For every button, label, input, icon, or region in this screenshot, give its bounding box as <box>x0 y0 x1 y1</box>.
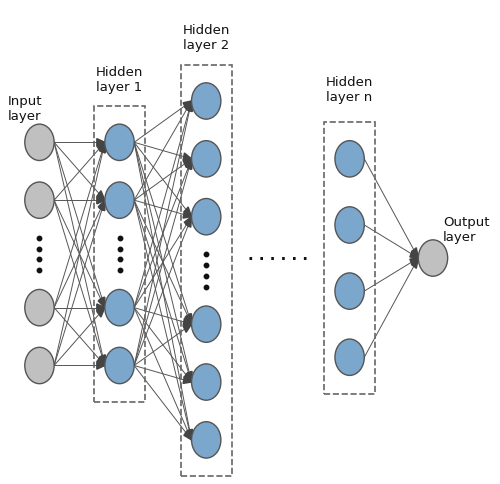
Polygon shape <box>183 318 192 326</box>
Polygon shape <box>97 197 105 204</box>
Circle shape <box>192 422 221 458</box>
Polygon shape <box>410 258 418 266</box>
Circle shape <box>25 125 54 161</box>
Polygon shape <box>183 153 192 161</box>
Circle shape <box>25 348 54 384</box>
Polygon shape <box>97 143 105 152</box>
Text: · · · · · ·: · · · · · · <box>248 251 308 266</box>
Polygon shape <box>100 355 105 366</box>
Polygon shape <box>185 314 192 324</box>
Polygon shape <box>186 217 192 228</box>
Polygon shape <box>186 102 192 112</box>
Polygon shape <box>97 191 105 201</box>
Text: Output
layer: Output layer <box>443 216 490 243</box>
Circle shape <box>192 141 221 178</box>
Circle shape <box>25 182 54 219</box>
Bar <box>94 106 145 402</box>
Text: Hidden
layer 1: Hidden layer 1 <box>96 65 143 93</box>
Polygon shape <box>98 298 105 308</box>
Polygon shape <box>410 251 418 258</box>
Polygon shape <box>186 160 192 170</box>
Circle shape <box>335 207 364 243</box>
Polygon shape <box>185 429 192 440</box>
Circle shape <box>105 290 134 326</box>
Circle shape <box>105 125 134 161</box>
Polygon shape <box>99 298 105 308</box>
Circle shape <box>192 306 221 343</box>
Polygon shape <box>183 160 192 167</box>
Polygon shape <box>183 377 192 384</box>
Polygon shape <box>98 201 105 211</box>
Polygon shape <box>97 139 105 147</box>
Text: Hidden
layer 2: Hidden layer 2 <box>182 24 230 52</box>
Polygon shape <box>99 355 105 366</box>
Circle shape <box>192 199 221 235</box>
Bar <box>181 65 232 476</box>
Polygon shape <box>100 143 105 153</box>
Polygon shape <box>183 324 192 333</box>
Circle shape <box>335 273 364 310</box>
Polygon shape <box>412 248 418 258</box>
Polygon shape <box>184 217 192 227</box>
Polygon shape <box>97 356 105 366</box>
Polygon shape <box>186 372 192 382</box>
Circle shape <box>105 182 134 219</box>
Polygon shape <box>186 372 192 382</box>
Polygon shape <box>186 314 192 324</box>
Circle shape <box>192 364 221 400</box>
Polygon shape <box>184 102 192 112</box>
Circle shape <box>335 339 364 376</box>
Polygon shape <box>183 102 192 110</box>
Bar <box>324 123 375 394</box>
Polygon shape <box>186 160 192 170</box>
Polygon shape <box>186 429 192 440</box>
Polygon shape <box>97 304 105 312</box>
Circle shape <box>105 348 134 384</box>
Circle shape <box>25 290 54 326</box>
Polygon shape <box>99 201 105 212</box>
Circle shape <box>192 84 221 120</box>
Circle shape <box>418 241 448 277</box>
Polygon shape <box>97 362 105 369</box>
Text: Input
layer: Input layer <box>8 94 42 122</box>
Polygon shape <box>184 373 192 382</box>
Polygon shape <box>184 208 192 217</box>
Polygon shape <box>184 430 192 440</box>
Polygon shape <box>97 308 105 318</box>
Polygon shape <box>99 143 105 153</box>
Text: Hidden
layer n: Hidden layer n <box>326 76 374 104</box>
Polygon shape <box>186 102 192 112</box>
Polygon shape <box>412 258 418 269</box>
Polygon shape <box>187 429 192 440</box>
Circle shape <box>335 141 364 178</box>
Polygon shape <box>183 212 192 219</box>
